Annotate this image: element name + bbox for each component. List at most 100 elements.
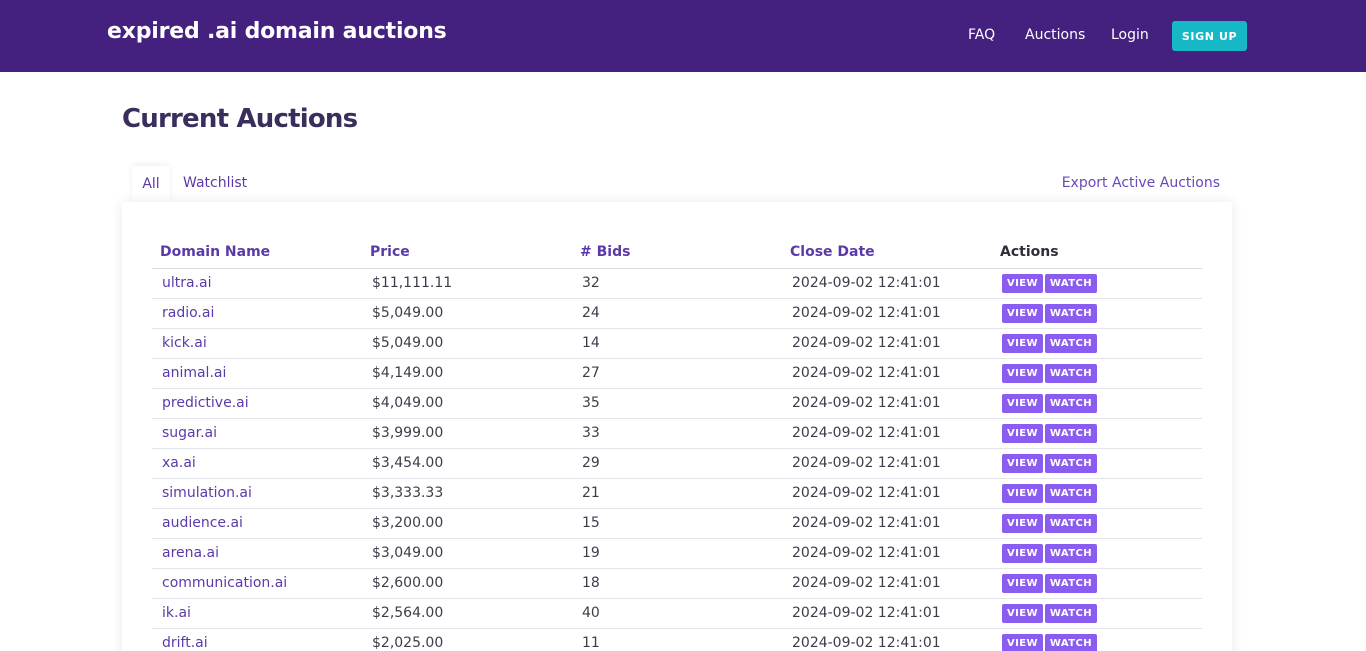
price-cell: $11,111.11	[362, 268, 572, 299]
signup-button[interactable]: SIGN UP	[1172, 21, 1247, 51]
view-button[interactable]: VIEW	[1002, 543, 1043, 563]
close-date-cell: 2024-09-02 12:41:01	[782, 418, 992, 449]
nav-auctions-link[interactable]: Auctions	[1025, 27, 1086, 43]
nav-login-link[interactable]: Login	[1111, 27, 1149, 43]
table-row: animal.ai $4,149.00 27 2024-09-02 12:41:01 V…	[152, 358, 1202, 389]
actions-cell: VIEW WATCH	[992, 628, 1202, 651]
close-date-cell: 2024-09-02 12:41:01	[782, 298, 992, 329]
watch-button[interactable]: WATCH	[1044, 333, 1097, 353]
tab-watchlist[interactable]: Watchlist	[183, 175, 248, 191]
watch-button[interactable]: WATCH	[1044, 573, 1097, 593]
close-date-cell: 2024-09-02 12:41:01	[782, 568, 992, 599]
table-row: radio.ai $5,049.00 24 2024-09-02 12:41:01 VI…	[152, 298, 1202, 329]
close-date-cell: 2024-09-02 12:41:01	[782, 448, 992, 479]
view-button[interactable]: VIEW	[1002, 423, 1043, 443]
domain-link[interactable]: xa.ai	[152, 448, 362, 479]
price-cell: $3,454.00	[362, 448, 572, 479]
view-button[interactable]: VIEW	[1002, 273, 1043, 293]
bids-cell: 33	[572, 418, 782, 449]
column-header-bids[interactable]: # Bids	[572, 236, 782, 269]
view-button[interactable]: VIEW	[1002, 483, 1043, 503]
bids-cell: 19	[572, 538, 782, 569]
close-date-cell: 2024-09-02 12:41:01	[782, 598, 992, 629]
price-cell: $3,049.00	[362, 538, 572, 569]
watch-button[interactable]: WATCH	[1044, 423, 1097, 443]
table-row: arena.ai $3,049.00 19 2024-09-02 12:41:01 VI…	[152, 538, 1202, 569]
watch-button[interactable]: WATCH	[1044, 363, 1097, 383]
actions-cell: VIEW WATCH	[992, 388, 1202, 419]
domain-link[interactable]: audience.ai	[152, 508, 362, 539]
auction-tabs: All Watchlist Export Active Auctions	[122, 166, 1232, 202]
domain-link[interactable]: communication.ai	[152, 568, 362, 599]
view-button[interactable]: VIEW	[1002, 513, 1043, 533]
tab-all[interactable]: All	[132, 166, 170, 202]
close-date-cell: 2024-09-02 12:41:01	[782, 538, 992, 569]
view-button[interactable]: VIEW	[1002, 333, 1043, 353]
actions-cell: VIEW WATCH	[992, 568, 1202, 599]
view-button[interactable]: VIEW	[1002, 633, 1043, 651]
watch-button[interactable]: WATCH	[1044, 543, 1097, 563]
bids-cell: 29	[572, 448, 782, 479]
site-logo-text[interactable]: expired .ai domain auctions	[107, 19, 447, 44]
bids-cell: 35	[572, 388, 782, 419]
domain-link[interactable]: predictive.ai	[152, 388, 362, 419]
table-row: drift.ai $2,025.00 11 2024-09-02 12:41:01 VI…	[152, 628, 1202, 651]
table-row: audience.ai $3,200.00 15 2024-09-02 12:41:0…	[152, 508, 1202, 539]
domain-link[interactable]: sugar.ai	[152, 418, 362, 449]
auctions-table: Domain Name Price # Bids Close Date Acti…	[152, 236, 1202, 651]
actions-cell: VIEW WATCH	[992, 418, 1202, 449]
price-cell: $2,564.00	[362, 598, 572, 629]
domain-link[interactable]: radio.ai	[152, 298, 362, 329]
domain-link[interactable]: arena.ai	[152, 538, 362, 569]
watch-button[interactable]: WATCH	[1044, 483, 1097, 503]
actions-cell: VIEW WATCH	[992, 328, 1202, 359]
close-date-cell: 2024-09-02 12:41:01	[782, 478, 992, 509]
watch-button[interactable]: WATCH	[1044, 393, 1097, 413]
bids-cell: 40	[572, 598, 782, 629]
view-button[interactable]: VIEW	[1002, 303, 1043, 323]
table-row: communication.ai $2,600.00 18 2024-09-02 12…	[152, 568, 1202, 599]
watch-button[interactable]: WATCH	[1044, 513, 1097, 533]
price-cell: $3,333.33	[362, 478, 572, 509]
domain-link[interactable]: simulation.ai	[152, 478, 362, 509]
price-cell: $2,600.00	[362, 568, 572, 599]
domain-link[interactable]: kick.ai	[152, 328, 362, 359]
table-row: predictive.ai $4,049.00 35 2024-09-02 12:41…	[152, 388, 1202, 419]
export-active-auctions-link[interactable]: Export Active Auctions	[1061, 175, 1220, 191]
domain-link[interactable]: ik.ai	[152, 598, 362, 629]
domain-link[interactable]: drift.ai	[152, 628, 362, 651]
close-date-cell: 2024-09-02 12:41:01	[782, 388, 992, 419]
view-button[interactable]: VIEW	[1002, 603, 1043, 623]
column-header-price[interactable]: Price	[362, 236, 572, 269]
domain-link[interactable]: animal.ai	[152, 358, 362, 389]
nav-faq-link[interactable]: FAQ	[968, 27, 996, 43]
actions-cell: VIEW WATCH	[992, 598, 1202, 629]
watch-button[interactable]: WATCH	[1044, 603, 1097, 623]
watch-button[interactable]: WATCH	[1044, 273, 1097, 293]
price-cell: $2,025.00	[362, 628, 572, 651]
price-cell: $3,200.00	[362, 508, 572, 539]
watch-button[interactable]: WATCH	[1044, 453, 1097, 473]
bids-cell: 15	[572, 508, 782, 539]
actions-cell: VIEW WATCH	[992, 508, 1202, 539]
column-header-domain[interactable]: Domain Name	[152, 236, 362, 269]
view-button[interactable]: VIEW	[1002, 453, 1043, 473]
view-button[interactable]: VIEW	[1002, 573, 1043, 593]
auctions-card: Domain Name Price # Bids Close Date Acti…	[122, 202, 1232, 651]
view-button[interactable]: VIEW	[1002, 393, 1043, 413]
actions-cell: VIEW WATCH	[992, 268, 1202, 299]
column-header-close-date[interactable]: Close Date	[782, 236, 992, 269]
watch-button[interactable]: WATCH	[1044, 633, 1097, 651]
close-date-cell: 2024-09-02 12:41:01	[782, 508, 992, 539]
table-row: sugar.ai $3,999.00 33 2024-09-02 12:41:01 VI…	[152, 418, 1202, 449]
table-row: ultra.ai $11,111.11 32 2024-09-02 12:41:01 V…	[152, 268, 1202, 299]
domain-link[interactable]: ultra.ai	[152, 268, 362, 299]
view-button[interactable]: VIEW	[1002, 363, 1043, 383]
price-cell: $4,149.00	[362, 358, 572, 389]
bids-cell: 32	[572, 268, 782, 299]
table-row: simulation.ai $3,333.33 21 2024-09-02 12:41…	[152, 478, 1202, 509]
table-row: kick.ai $5,049.00 14 2024-09-02 12:41:01 VIE…	[152, 328, 1202, 359]
actions-cell: VIEW WATCH	[992, 538, 1202, 569]
actions-cell: VIEW WATCH	[992, 298, 1202, 329]
watch-button[interactable]: WATCH	[1044, 303, 1097, 323]
